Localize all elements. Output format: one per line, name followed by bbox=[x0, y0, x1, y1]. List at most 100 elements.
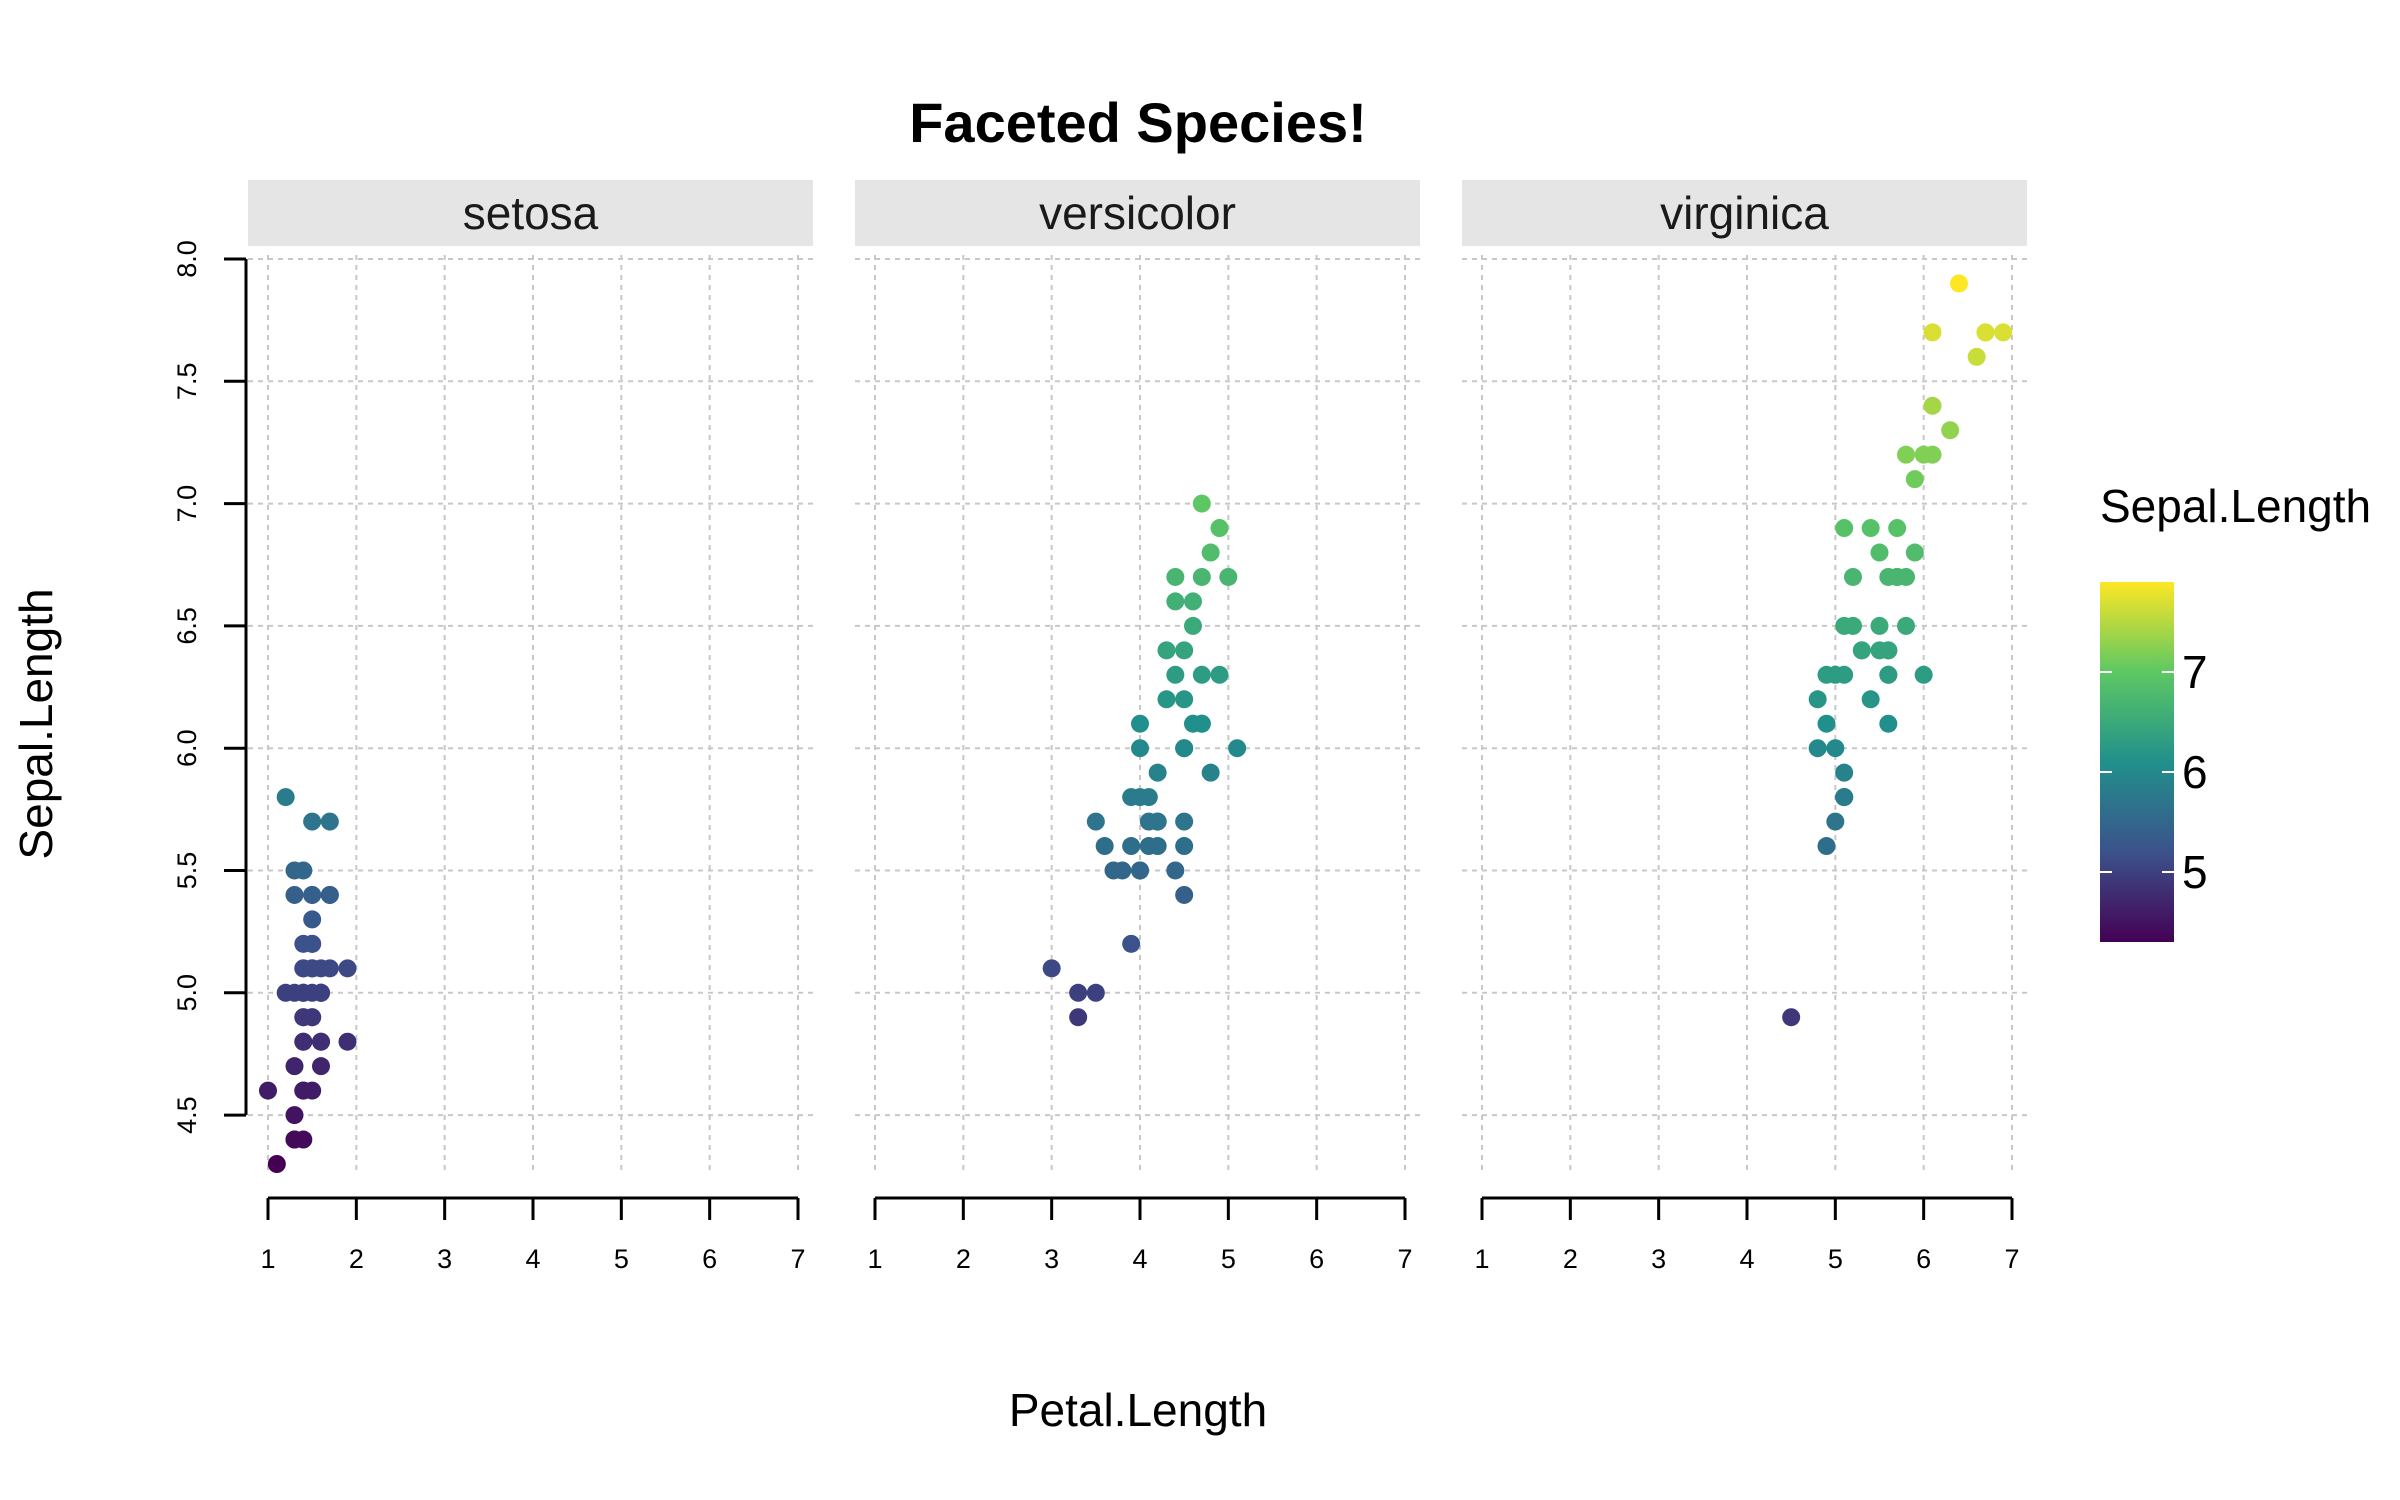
x-tick-label: 7 bbox=[790, 1244, 805, 1274]
data-point bbox=[1157, 690, 1176, 709]
data-point bbox=[1069, 983, 1088, 1002]
data-point bbox=[1184, 592, 1202, 611]
y-axis: 4.5 5.0 5.5 6.0 6.5 7.0 7.5 8.0 bbox=[172, 240, 248, 1134]
data-point bbox=[1852, 641, 1871, 660]
data-point bbox=[1139, 812, 1158, 831]
data-point bbox=[338, 1032, 357, 1051]
x-tick-label: 2 bbox=[349, 1244, 364, 1274]
data-point bbox=[285, 885, 304, 904]
facet-panel-versicolor: versicolor 1 2 3 4 5 6 7 bbox=[855, 180, 1420, 1274]
data-point bbox=[312, 1057, 330, 1076]
data-point bbox=[1219, 567, 1238, 586]
data-point bbox=[1131, 788, 1149, 807]
data-point bbox=[1950, 274, 1968, 293]
legend-ticks: 5 6 7 bbox=[2100, 646, 2208, 898]
data-point bbox=[1122, 934, 1141, 953]
data-point bbox=[1166, 861, 1185, 880]
data-point bbox=[303, 885, 322, 904]
data-point bbox=[1148, 837, 1167, 856]
data-point bbox=[1826, 739, 1845, 758]
y-tick-label: 6.0 bbox=[172, 729, 202, 767]
data-point bbox=[1923, 323, 1942, 342]
data-point bbox=[1086, 983, 1105, 1002]
x-tick-label: 2 bbox=[1563, 1244, 1578, 1274]
data-point bbox=[1228, 739, 1247, 758]
facet-strip bbox=[855, 180, 1420, 246]
data-point bbox=[1905, 470, 1924, 489]
data-point bbox=[303, 910, 322, 929]
data-point bbox=[1888, 519, 1907, 538]
legend-colorbar bbox=[2100, 582, 2174, 942]
data-point bbox=[1069, 1008, 1088, 1027]
y-tick-label: 6.5 bbox=[172, 607, 202, 645]
data-point bbox=[1192, 665, 1211, 684]
data-point bbox=[338, 959, 357, 978]
data-point bbox=[1870, 616, 1889, 635]
data-point bbox=[1888, 567, 1907, 586]
data-point bbox=[1175, 690, 1194, 709]
y-tick-label: 5.5 bbox=[172, 852, 202, 890]
x-tick-label: 1 bbox=[260, 1244, 275, 1274]
data-point bbox=[1861, 690, 1880, 709]
data-point bbox=[1808, 739, 1827, 758]
data-point bbox=[1914, 445, 1933, 464]
data-point bbox=[312, 983, 330, 1002]
data-point bbox=[1166, 665, 1185, 684]
data-point bbox=[312, 959, 330, 978]
data-point bbox=[1835, 763, 1854, 782]
data-point bbox=[1870, 543, 1889, 562]
data-point bbox=[285, 1106, 304, 1125]
x-tick-label: 3 bbox=[1651, 1244, 1666, 1274]
facet-strip-label: virginica bbox=[1660, 187, 1829, 239]
data-point bbox=[1870, 641, 1889, 660]
data-point bbox=[1175, 641, 1194, 660]
data-point bbox=[1844, 567, 1862, 586]
facet-strip-label: versicolor bbox=[1039, 187, 1236, 239]
color-legend: Sepal.Length 5 6 7 bbox=[2100, 480, 2371, 942]
y-tick-label: 8.0 bbox=[172, 240, 202, 278]
data-point bbox=[1210, 519, 1229, 538]
data-point bbox=[1042, 959, 1061, 978]
data-point bbox=[1897, 616, 1915, 635]
data-point bbox=[1914, 665, 1933, 684]
data-point bbox=[1201, 543, 1220, 562]
data-point bbox=[1192, 567, 1211, 586]
legend-break-label: 5 bbox=[2182, 846, 2208, 898]
x-tick-label: 7 bbox=[1397, 1244, 1412, 1274]
x-tick-label: 6 bbox=[1916, 1244, 1931, 1274]
facet-strip-label: setosa bbox=[463, 187, 599, 239]
legend-break-label: 7 bbox=[2182, 646, 2208, 698]
data-point bbox=[276, 788, 295, 807]
data-point bbox=[1095, 837, 1114, 856]
data-point bbox=[259, 1081, 277, 1100]
x-tick-label: 5 bbox=[1828, 1244, 1843, 1274]
data-point bbox=[1201, 763, 1220, 782]
data-point bbox=[1817, 837, 1836, 856]
x-axis-title: Petal.Length bbox=[1009, 1384, 1267, 1436]
data-point bbox=[1994, 323, 2013, 342]
x-tick-label: 5 bbox=[614, 1244, 629, 1274]
data-point bbox=[1826, 812, 1845, 831]
data-point bbox=[1131, 714, 1149, 733]
data-point bbox=[1104, 861, 1123, 880]
x-tick-label: 4 bbox=[1739, 1244, 1754, 1274]
data-point bbox=[285, 1130, 304, 1149]
x-tick-label: 3 bbox=[1044, 1244, 1059, 1274]
data-point bbox=[1782, 1008, 1801, 1027]
data-point bbox=[1184, 616, 1202, 635]
data-point bbox=[1166, 592, 1185, 611]
data-point bbox=[1817, 714, 1836, 733]
data-point bbox=[294, 1032, 313, 1051]
data-point bbox=[1879, 665, 1898, 684]
y-tick-label: 7.0 bbox=[172, 485, 202, 523]
data-point bbox=[1905, 543, 1924, 562]
chart-title: Faceted Species! bbox=[909, 91, 1367, 154]
y-tick-label: 4.5 bbox=[172, 1096, 202, 1134]
data-point bbox=[285, 1057, 304, 1076]
data-point bbox=[1122, 837, 1141, 856]
data-point bbox=[1879, 714, 1898, 733]
x-tick-label: 4 bbox=[1132, 1244, 1147, 1274]
data-point bbox=[1131, 861, 1149, 880]
data-point bbox=[1967, 347, 1986, 366]
